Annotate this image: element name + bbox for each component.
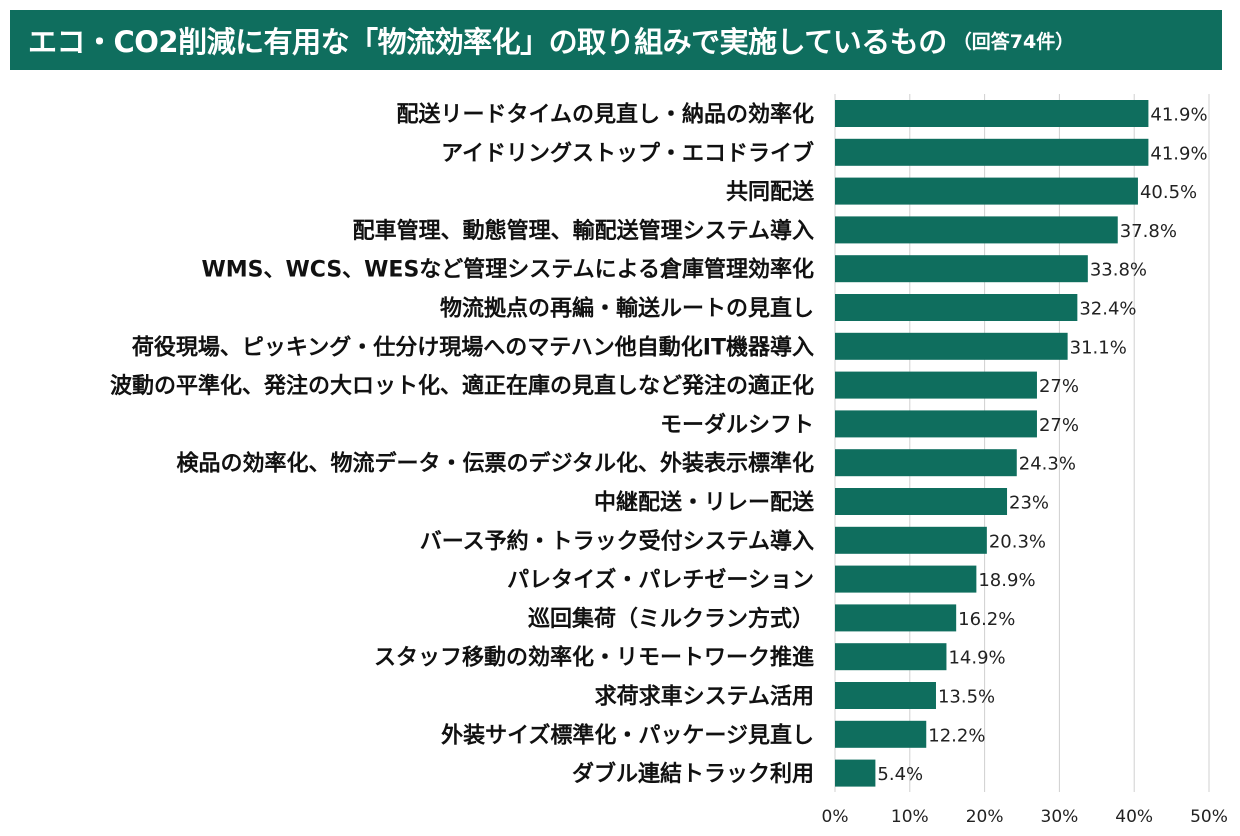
x-tick-label: 40% [1115,807,1153,827]
data-label: 41.9% [1150,105,1207,126]
category-label: モーダルシフト [660,412,814,438]
category-label: 共同配送 [726,179,814,205]
chart-subtitle: （回答74件） [952,30,1075,53]
gridlines [834,94,1210,792]
category-labels: 配送リードタイムの見直し・納品の効率化アイドリングストップ・エコドライブ共同配送… [110,102,814,788]
x-tick-label: 50% [1190,807,1228,827]
data-label: 12.2% [928,725,985,746]
category-label: 配送リードタイムの見直し・納品の効率化 [396,102,814,128]
data-label: 27% [1039,376,1079,397]
bar [835,410,1037,438]
x-axis-ticks: 0% 10% 20% 30% 40% 50% [822,807,1228,827]
category-label: 中継配送・リレー配送 [594,490,814,516]
bar [835,216,1118,244]
category-label: 巡回集荷（ミルクラン方式） [528,606,814,632]
bar [835,604,957,632]
data-label: 33.8% [1090,260,1147,281]
x-tick-label: 0% [822,807,849,827]
category-label: 配車管理、動態管理、輸配送管理システム導入 [353,218,814,244]
bar [835,332,1068,360]
data-label: 20.3% [989,531,1046,552]
bar [835,565,977,593]
data-label: 27% [1039,415,1079,436]
chart-title-banner: エコ・CO2削減に有用な「物流効率化」の取り組みで実施しているもの （回答74件… [10,10,1222,70]
category-label: 物流拠点の再編・輸送ルートの見直し [440,296,814,322]
category-label: 検品の効率化、物流データ・伝票のデジタル化、外装表示標準化 [176,451,814,477]
chart-title: エコ・CO2削減に有用な「物流効率化」の取り組みで実施しているもの [28,25,947,59]
data-label: 14.9% [948,648,1005,669]
value-labels: 41.9% 41.9% 40.5% 37.8% 33.8% 32.4% 31.1% 27% 27… [877,105,1207,786]
category-label: WMS、WCS、WESなど管理システムによる倉庫管理効率化 [202,257,815,283]
category-label: 波動の平準化、発注の大ロット化、適正在庫の見直しなど発注の適正化 [110,373,814,399]
bar [835,294,1078,321]
data-label: 40.5% [1140,182,1197,203]
category-label: アイドリングストップ・エコドライブ [441,140,814,166]
category-label: バース予約・トラック受付システム導入 [420,528,814,554]
x-tick-label: 30% [1041,807,1079,827]
bar [835,643,947,671]
bar [835,526,987,554]
bar [835,371,1037,399]
data-label: 37.8% [1120,221,1177,242]
x-tick-label: 20% [966,807,1004,827]
data-label: 31.1% [1070,337,1127,358]
bar [835,488,1008,515]
category-label: ダブル連結トラック利用 [572,761,814,787]
data-label: 16.2% [958,609,1015,630]
category-label: パレタイズ・パレチゼーション [507,567,814,593]
bar [835,177,1138,205]
x-tick-label: 10% [891,807,929,827]
data-label: 32.4% [1079,299,1136,320]
data-label: 23% [1009,493,1049,514]
category-label: 外装サイズ標準化・パッケージ見直し [441,722,814,748]
bar [835,100,1149,127]
bar [835,682,936,709]
bar [835,759,876,787]
bars [835,100,1149,787]
bar [835,255,1088,283]
category-label: スタッフ移動の効率化・リモートワーク推進 [374,645,814,671]
data-label: 18.9% [978,570,1035,591]
bar [835,720,927,748]
data-label: 13.5% [938,687,995,708]
data-label: 24.3% [1019,454,1076,475]
bar [835,449,1017,477]
data-label: 41.9% [1150,143,1207,164]
category-label: 求荷求車システム活用 [595,685,814,710]
category-label: 荷役現場、ピッキング・仕分け現場へのマテハン他自動化IT機器導入 [132,334,814,360]
bar [835,138,1149,166]
data-label: 5.4% [877,764,923,785]
